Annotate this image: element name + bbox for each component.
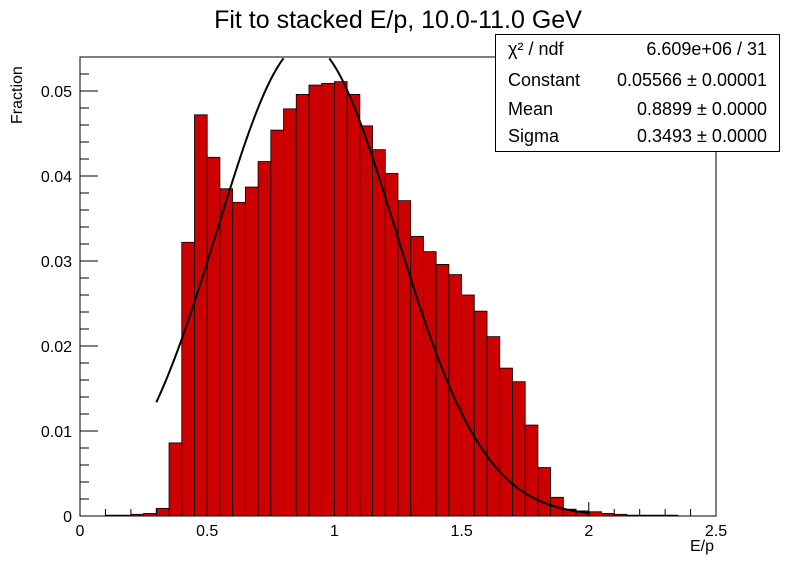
histogram-bar (168, 442, 183, 517)
stats-value: 6.609e+06 / 31 (646, 39, 767, 59)
stats-row-sigma: Sigma 0.3493 ± 0.0000 (496, 126, 779, 152)
histogram-bar (308, 84, 323, 517)
histogram-bar (652, 514, 666, 517)
x-tick-label: 1.5 (450, 523, 472, 540)
histogram-bar (486, 336, 501, 517)
histogram-bar (410, 235, 424, 517)
histogram-bar (537, 467, 552, 517)
histogram-bar (257, 161, 272, 517)
x-tick-label: 0.5 (196, 523, 218, 540)
stats-key: Sigma (508, 126, 560, 146)
stats-value: 0.05566 ± 0.00001 (616, 70, 767, 90)
histogram-bar (181, 241, 195, 517)
fit-stats-box: χ² / ndf 6.609e+06 / 31 Constant 0.05566… (495, 34, 780, 152)
histogram-bar (524, 424, 539, 517)
histogram-bar (461, 294, 475, 517)
histogram-bar (283, 108, 297, 517)
histogram-bar (384, 173, 399, 517)
histogram-bar (333, 81, 348, 517)
histogram-bar (423, 251, 437, 517)
fit-curve (328, 57, 589, 514)
x-tick-label: 2 (584, 523, 593, 540)
histogram-bar (512, 381, 526, 517)
stats-key: Mean (508, 99, 554, 119)
histogram-bar (295, 94, 310, 517)
x-tick-label: 2.5 (705, 523, 727, 540)
stats-row-chi2: χ² / ndf 6.609e+06 / 31 (496, 39, 779, 65)
y-tick-label: 0.03 (41, 254, 72, 271)
y-tick-label: 0.04 (41, 169, 72, 186)
histogram-bar (232, 201, 246, 517)
y-axis: 0 0.01 0.02 0.03 0.04 0.05 (41, 56, 98, 526)
histogram-bar (130, 513, 145, 517)
histogram-bar (346, 94, 361, 517)
histogram-bar (473, 310, 488, 517)
stats-key: Constant (508, 70, 581, 90)
x-tick-label: 1 (330, 523, 339, 540)
histogram-bar (206, 156, 221, 517)
stats-row-mean: Mean 0.8899 ± 0.0000 (496, 99, 779, 125)
histogram-bar (117, 514, 132, 517)
chart-title: Fit to stacked E/p, 10.0-11.0 GeV (214, 6, 582, 34)
stats-value: 0.8899 ± 0.0000 (637, 99, 767, 119)
y-tick-label: 0.01 (41, 424, 72, 441)
y-tick-label: 0.05 (41, 84, 72, 101)
histogram-bar (359, 125, 373, 517)
stats-value: 0.3493 ± 0.0000 (637, 126, 767, 146)
stats-row-constant: Constant 0.05566 ± 0.00001 (496, 70, 779, 96)
histogram-bar (372, 149, 386, 517)
y-axis-label: Fraction (9, 66, 26, 124)
y-tick-label: 0 (63, 509, 72, 526)
fit-curve (155, 57, 285, 403)
y-tick-label: 0.02 (41, 339, 72, 356)
histogram-bar (613, 513, 628, 517)
histogram-bar (244, 186, 259, 517)
histogram-bar (105, 514, 119, 517)
histogram-bar (194, 114, 208, 517)
stats-key: χ² / ndf (508, 39, 564, 59)
histogram-bar (219, 188, 234, 517)
histogram-bar (321, 82, 335, 517)
histogram-bar (155, 507, 170, 517)
gaussian-fit (155, 57, 589, 514)
histogram-bar (639, 514, 653, 517)
histogram-bar (270, 129, 284, 517)
histogram-bar (664, 514, 679, 517)
histogram-bar (397, 200, 412, 517)
histogram-bar (499, 367, 513, 517)
x-tick-label: 0 (76, 523, 85, 540)
histogram-bar (626, 514, 641, 517)
histogram-bar (143, 513, 157, 517)
histogram-bar (601, 513, 615, 517)
histogram-bar (448, 274, 463, 517)
histogram-bar (435, 263, 450, 517)
x-axis-label: E/p (689, 538, 714, 555)
x-axis: 0 0.5 1 1.5 2 2.5 (76, 502, 727, 540)
histogram-bar (588, 511, 602, 517)
